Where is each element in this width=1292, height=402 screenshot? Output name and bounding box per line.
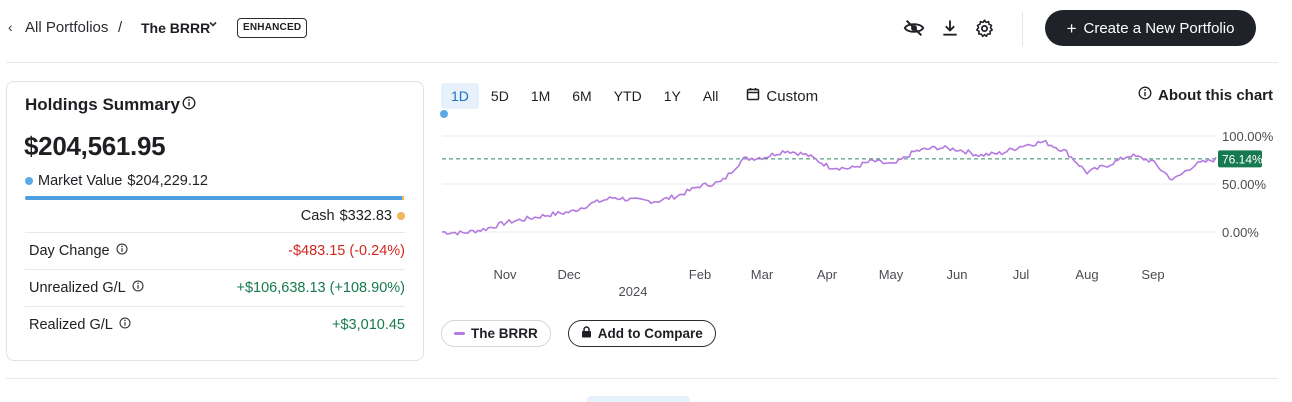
y-tick-label: 50.00%	[1222, 177, 1267, 192]
reference-badge-label: 76.14%	[1222, 152, 1263, 166]
x-tick-label: Apr	[817, 267, 838, 282]
info-icon	[1138, 86, 1152, 104]
x-tick-label: Jul	[1013, 267, 1030, 282]
chevron-down-icon[interactable]	[208, 19, 218, 32]
x-tick-label: Jun	[947, 267, 968, 282]
holdings-summary-card: Holdings Summary $204,561.95 Market Valu…	[6, 81, 424, 361]
legend-series-the-brrr[interactable]: The BRRR	[441, 320, 551, 347]
market-value-label: Market Value	[38, 173, 123, 189]
market-value-row: Market Value $204,229.12	[25, 173, 208, 189]
cash-dot	[397, 212, 405, 220]
eye-off-icon[interactable]	[902, 16, 926, 40]
back-chevron-icon[interactable]: ‹	[8, 19, 13, 35]
series-swatch	[454, 332, 465, 335]
about-chart-label: About this chart	[1158, 86, 1273, 104]
enhanced-badge: ENHANCED	[237, 18, 308, 38]
holdings-summary-title: Holdings Summary	[25, 95, 180, 114]
download-icon[interactable]	[938, 16, 962, 40]
x-tick-label: Nov	[493, 267, 517, 282]
breadcrumb-all-portfolios[interactable]: All Portfolios	[25, 19, 109, 36]
x-tick-label: Aug	[1075, 267, 1098, 282]
custom-label: Custom	[766, 87, 819, 105]
x-tick-label: Feb	[689, 267, 711, 282]
tab-1y[interactable]: 1Y	[663, 88, 681, 104]
tab-1d[interactable]: 1D	[441, 83, 479, 109]
y-tick-label: 0.00%	[1222, 225, 1259, 240]
info-icon[interactable]	[182, 96, 196, 115]
x-year-label: 2024	[619, 284, 648, 299]
breadcrumb-separator: /	[118, 19, 123, 36]
x-tick-label: Mar	[751, 267, 774, 282]
next-section-tab	[587, 396, 690, 402]
reference-badge	[1218, 150, 1262, 168]
info-icon[interactable]	[132, 280, 144, 296]
cash-label: Cash	[300, 208, 335, 224]
cash-row: Cash $332.83	[301, 208, 405, 224]
x-tick-label: May	[879, 267, 904, 282]
top-bar: ‹ All Portfolios / The BRRR ENHANCED + C…	[0, 0, 1292, 58]
range-marker-dot	[440, 110, 448, 118]
allocation-bar	[25, 196, 404, 200]
y-tick-label: 100.00%	[1222, 129, 1274, 144]
create-portfolio-label: Create a New Portfolio	[1083, 19, 1235, 37]
chart-legend: The BRRR Add to Compare	[441, 320, 716, 347]
day-change-value: -$483.15 (-0.24%)	[288, 243, 405, 259]
realized-gl-row: Realized G/L +$3,010.45	[25, 306, 405, 343]
unrealized-gl-value: +$106,638.13 (+108.90%)	[236, 280, 406, 296]
x-tick-label: Dec	[557, 267, 581, 282]
section-divider	[6, 378, 1278, 379]
realized-gl-label: Realized G/L	[29, 317, 113, 333]
tab-5d[interactable]: 5D	[490, 88, 509, 104]
toolbar-divider	[1022, 12, 1023, 46]
plus-icon: +	[1066, 18, 1077, 38]
unrealized-gl-row: Unrealized G/L +$106,638.13 (+108.90%)	[25, 269, 405, 306]
add-to-compare-label: Add to Compare	[597, 326, 703, 341]
tab-all[interactable]: All	[702, 88, 719, 104]
info-icon[interactable]	[116, 243, 128, 259]
tab-ytd[interactable]: YTD	[613, 88, 642, 104]
header-divider	[6, 62, 1278, 63]
tab-custom[interactable]: Custom	[736, 83, 828, 109]
range-tabs: 1D 5D 1M 6M YTD 1Y All Custom	[441, 83, 830, 109]
info-icon[interactable]	[119, 317, 131, 333]
performance-chart[interactable]: 100.00% 50.00% 0.00% 76.14% Nov Dec Feb Mar Apr M…	[436, 120, 1286, 300]
portfolio-selector[interactable]: The BRRR	[141, 20, 211, 36]
legend-series-label: The BRRR	[471, 326, 538, 341]
tab-6m[interactable]: 6M	[572, 88, 592, 104]
lock-icon	[581, 326, 592, 341]
day-change-label: Day Change	[29, 243, 110, 259]
unrealized-gl-label: Unrealized G/L	[29, 280, 126, 296]
market-value: $204,229.12	[127, 173, 208, 189]
create-portfolio-button[interactable]: + Create a New Portfolio	[1045, 10, 1256, 46]
market-value-dot	[25, 177, 33, 185]
x-tick-label: Sep	[1141, 267, 1164, 282]
series-line-the-brrr	[441, 139, 1217, 236]
add-to-compare-button[interactable]: Add to Compare	[567, 320, 716, 347]
day-change-row: Day Change -$483.15 (-0.24%)	[25, 232, 405, 269]
total-value: $204,561.95	[24, 131, 166, 161]
about-chart-link[interactable]: About this chart	[1138, 86, 1273, 104]
calendar-icon	[746, 87, 760, 105]
cash-value: $332.83	[339, 208, 392, 224]
allocation-bar-cash	[402, 196, 404, 200]
gear-icon[interactable]	[972, 16, 996, 40]
realized-gl-value: +$3,010.45	[332, 317, 405, 333]
tab-1m[interactable]: 1M	[530, 88, 551, 104]
